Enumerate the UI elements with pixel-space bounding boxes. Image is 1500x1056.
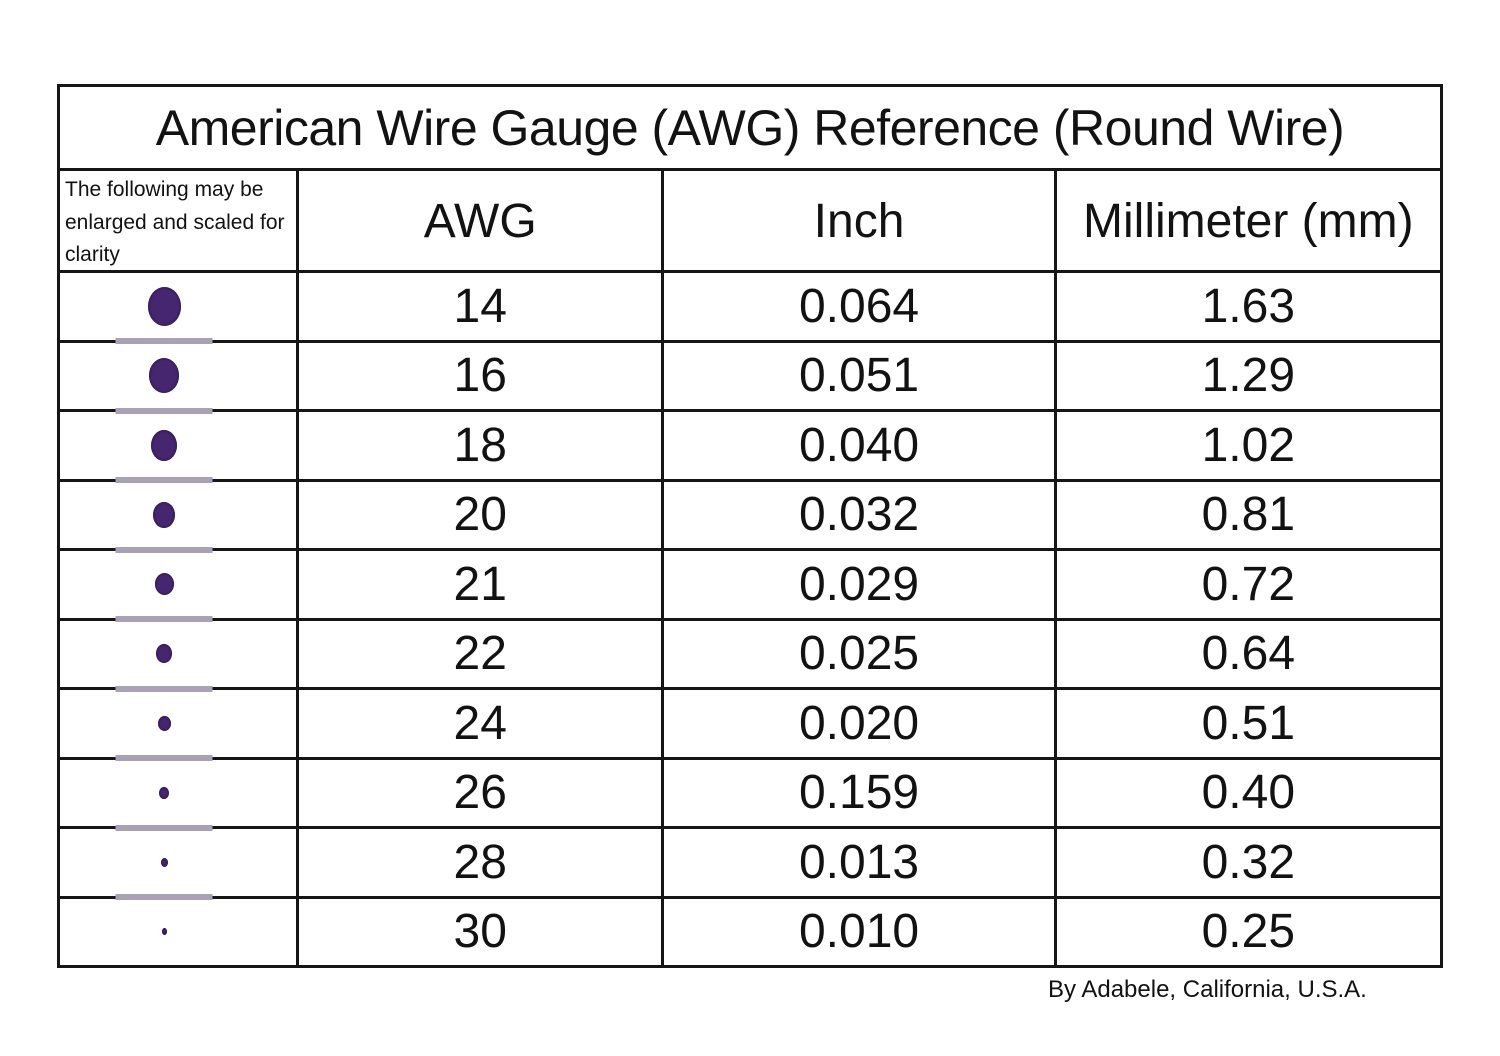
table-row: 14 0.064 1.63 xyxy=(60,273,1440,344)
wire-diameter-dot xyxy=(153,501,175,528)
wire-size-dot-cell xyxy=(60,898,300,965)
awg-value: 20 xyxy=(299,481,665,548)
column-header-millimeter: Millimeter (mm) xyxy=(1083,194,1414,248)
awg-value: 26 xyxy=(299,759,665,826)
mm-value: 1.29 xyxy=(1201,349,1296,403)
inch-value: 0.013 xyxy=(664,829,1057,896)
image-edge-strip xyxy=(115,477,213,483)
table-row: 22 0.025 0.64 xyxy=(60,620,1440,692)
wire-diameter-dot xyxy=(149,358,179,394)
wire-size-dot-cell xyxy=(60,342,300,414)
image-edge-strip xyxy=(115,616,213,622)
table-row: 20 0.032 0.81 xyxy=(60,481,1440,553)
inch-value: 0.064 xyxy=(664,273,1057,340)
awg-value: 30 xyxy=(299,898,665,965)
image-edge-strip xyxy=(115,824,213,831)
table-row: 28 0.013 0.32 xyxy=(60,829,1440,900)
inch-value: 0.029 xyxy=(664,551,1057,618)
inch-value: 0.010 xyxy=(664,898,1057,965)
inch-value: 0.040 xyxy=(664,412,1057,479)
wire-diameter-dot xyxy=(161,928,167,936)
awg-value: 28 xyxy=(299,829,665,896)
wire-size-dot-cell xyxy=(60,412,300,483)
image-edge-strip xyxy=(115,685,213,692)
column-header-inch: Inch xyxy=(664,171,1057,272)
wire-diameter-dot xyxy=(147,286,181,326)
wire-size-dot-cell xyxy=(60,620,300,692)
attribution-text: By Adabele, California, U.S.A. xyxy=(1048,976,1367,1003)
table-row: 16 0.051 1.29 xyxy=(60,342,1440,414)
wire-diameter-dot xyxy=(154,573,174,596)
wire-size-dot-cell xyxy=(60,481,300,553)
awg-value: 18 xyxy=(299,412,665,479)
wire-size-dot-cell xyxy=(60,273,300,344)
mm-value: 0.25 xyxy=(1201,905,1296,959)
wire-diameter-dot xyxy=(157,715,171,731)
wire-size-dot-cell xyxy=(60,759,300,831)
awg-value: 22 xyxy=(299,620,665,687)
inch-value: 0.025 xyxy=(664,620,1057,687)
image-edge-strip xyxy=(115,338,213,344)
wire-size-dot-cell xyxy=(60,829,300,900)
awg-value: 16 xyxy=(299,342,665,409)
image-edge-strip xyxy=(115,755,213,761)
image-edge-strip xyxy=(115,407,213,414)
image-edge-strip xyxy=(115,894,213,900)
table-row: 26 0.159 0.40 xyxy=(60,759,1440,831)
inch-value: 0.020 xyxy=(664,690,1057,757)
inch-value: 0.032 xyxy=(664,481,1057,548)
clarity-note: The following may be enlarged and scaled… xyxy=(60,171,300,272)
table-row: 24 0.020 0.51 xyxy=(60,690,1440,761)
image-edge-strip xyxy=(115,546,213,553)
inch-value: 0.051 xyxy=(664,342,1057,409)
wire-size-dot-cell xyxy=(60,551,300,622)
awg-value: 24 xyxy=(299,690,665,757)
column-header-awg: AWG xyxy=(299,171,665,272)
wire-diameter-dot xyxy=(159,786,169,799)
table-row: 30 0.010 0.25 xyxy=(60,898,1440,965)
table-row: 18 0.040 1.02 xyxy=(60,412,1440,483)
mm-value: 0.32 xyxy=(1201,835,1296,889)
mm-value: 1.63 xyxy=(1201,279,1296,333)
mm-value: 0.72 xyxy=(1201,557,1296,611)
wire-diameter-dot xyxy=(151,429,177,461)
awg-reference-table: American Wire Gauge (AWG) Reference (Rou… xyxy=(57,84,1443,968)
inch-value: 0.159 xyxy=(664,759,1057,826)
table-row: 21 0.029 0.72 xyxy=(60,551,1440,622)
wire-diameter-dot xyxy=(160,857,168,867)
mm-value: 0.40 xyxy=(1201,766,1296,820)
wire-size-dot-cell xyxy=(60,690,300,761)
mm-value: 0.81 xyxy=(1201,488,1296,542)
wire-diameter-dot xyxy=(156,644,172,664)
table-title: American Wire Gauge (AWG) Reference (Rou… xyxy=(60,87,1440,171)
mm-value: 1.02 xyxy=(1201,418,1296,472)
mm-value: 0.51 xyxy=(1201,696,1296,750)
table-body: 14 0.064 1.63 16 0.051 1.29 18 0.040 1.0… xyxy=(60,273,1440,965)
table-header-row: The following may be enlarged and scaled… xyxy=(60,171,1440,273)
mm-value: 0.64 xyxy=(1201,627,1296,681)
awg-value: 21 xyxy=(299,551,665,618)
awg-value: 14 xyxy=(299,273,665,340)
